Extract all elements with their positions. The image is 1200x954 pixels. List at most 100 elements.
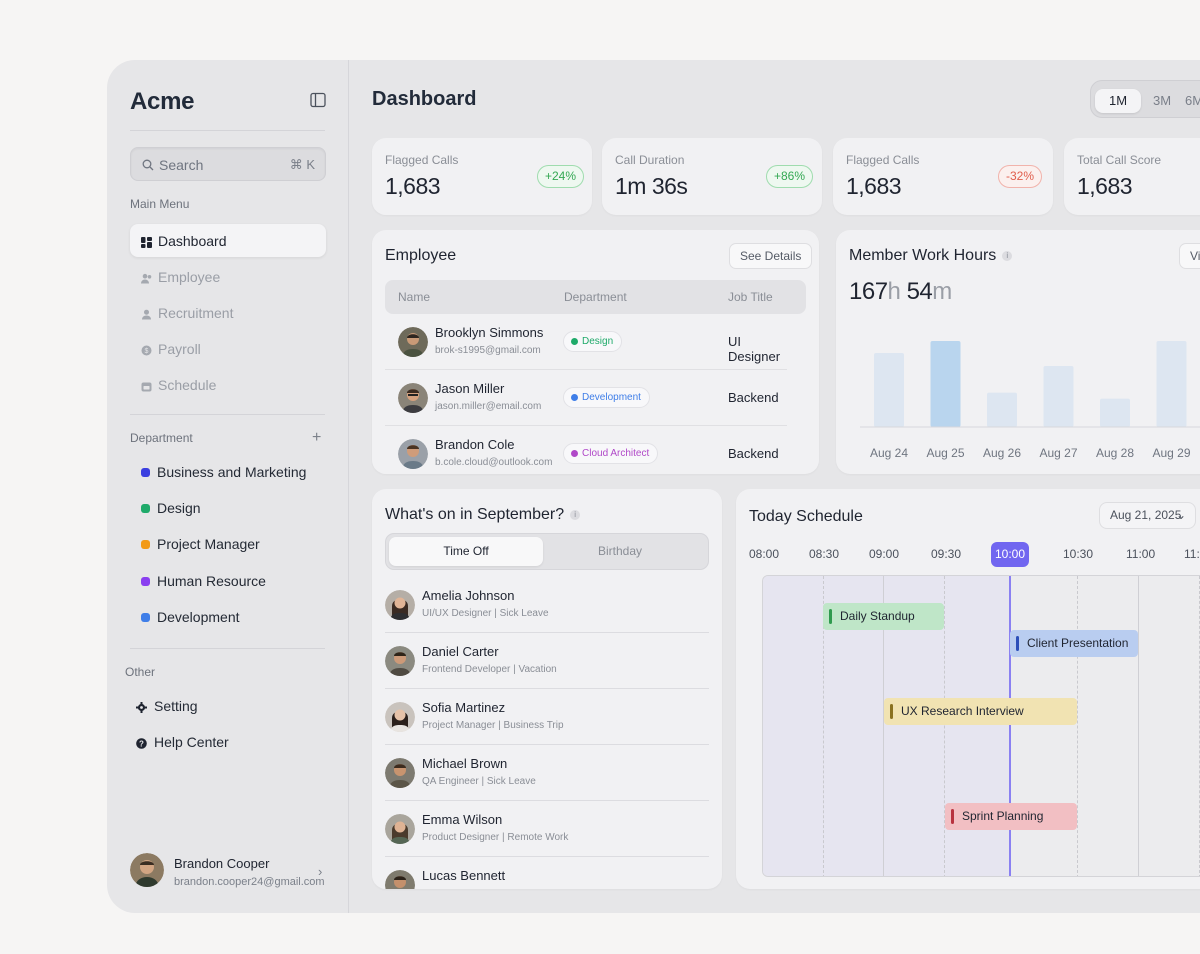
department-label: Business and Marketing <box>157 464 307 480</box>
list-item[interactable]: Sofia Martinez Project Manager | Busines… <box>385 689 709 745</box>
range-option-6m[interactable]: 6M <box>1184 93 1200 108</box>
schedule-title: Today Schedule <box>749 508 863 525</box>
sidebar-toggle-icon[interactable] <box>309 91 327 109</box>
user-email: brandon.cooper24@gmail.com <box>174 876 325 888</box>
user-profile[interactable]: Brandon Cooper brandon.cooper24@gmail.co… <box>130 853 330 893</box>
list-item[interactable]: Michael Brown QA Engineer | Sick Leave <box>385 745 709 801</box>
nav-item-schedule[interactable]: Schedule <box>130 368 326 401</box>
grid-line <box>1138 576 1139 876</box>
column-header: Job Title <box>728 290 773 304</box>
event-label: Sprint Planning <box>962 809 1044 823</box>
info-icon[interactable]: i <box>1002 250 1013 261</box>
department-tag: Development <box>563 387 650 408</box>
department-item[interactable]: Project Manager <box>130 530 326 558</box>
view-button[interactable]: Vi <box>1179 243 1200 269</box>
search-shortcut: ⌘ K <box>289 157 315 172</box>
user-icon <box>141 307 152 320</box>
table-row[interactable]: Brooklyn Simmons brok-s1995@gmail.com De… <box>385 314 787 370</box>
hours-unit: h <box>887 278 901 305</box>
work-hours-card: Member Work Hours i Vi 167h 54m Aug 24 Aug… <box>836 230 1200 474</box>
time-label: 11:00 <box>1126 547 1156 561</box>
person-detail: Project Manager | Business Trip <box>422 720 564 731</box>
tab-birthday[interactable]: Birthday <box>597 544 643 558</box>
search-input[interactable]: Search ⌘ K <box>130 147 326 181</box>
employee-card: Employee See Details Name Department Job… <box>372 230 819 474</box>
main-menu-label: Main Menu <box>130 197 190 211</box>
department-color-dot <box>141 577 150 586</box>
range-option-1m[interactable]: 1M <box>1095 89 1141 113</box>
stat-value: 1,683 <box>385 173 441 199</box>
stat-label: Flagged Calls <box>385 153 459 167</box>
job-title: Backend <box>728 446 779 461</box>
divider <box>130 130 325 131</box>
nav-item-recruitment[interactable]: Recruitment <box>130 296 326 329</box>
list-item[interactable]: Emma Wilson Product Designer | Remote Wo… <box>385 801 709 857</box>
calendar-icon <box>141 379 152 392</box>
nav-item-help-center[interactable]: ? Help Center <box>130 728 326 756</box>
schedule-event[interactable]: Sprint Planning <box>945 803 1077 830</box>
schedule-event[interactable]: UX Research Interview <box>884 698 1077 725</box>
department-item[interactable]: Business and Marketing <box>130 458 326 486</box>
nav-item-setting[interactable]: Setting <box>130 692 326 720</box>
tab-time-off[interactable]: Time Off <box>389 537 543 566</box>
person-name: Daniel Carter <box>422 644 499 659</box>
time-label: 09:30 <box>931 547 962 561</box>
list-item[interactable]: Amelia Johnson UI/UX Designer | Sick Lea… <box>385 577 709 633</box>
see-details-button[interactable]: See Details <box>729 243 813 269</box>
department-tag-label: Cloud Architect <box>582 448 650 459</box>
chevron-down-icon: ⌄ <box>1175 508 1186 522</box>
department-item[interactable]: Development <box>130 603 326 631</box>
svg-text:$: $ <box>145 348 149 355</box>
nav-label: Employee <box>158 269 221 285</box>
bar-aug-26[interactable] <box>987 392 1017 427</box>
department-label: Project Manager <box>157 536 260 552</box>
bar-aug-29[interactable] <box>1156 341 1187 427</box>
nav-item-dashboard[interactable]: Dashboard <box>130 224 326 257</box>
x-tick-label: Aug 26 <box>983 446 1021 460</box>
avatar <box>385 702 415 732</box>
bar-aug-25[interactable] <box>930 341 961 427</box>
department-tag-label: Development <box>582 392 641 403</box>
divider <box>130 414 325 415</box>
avatar <box>385 758 415 788</box>
bar-aug-24[interactable] <box>874 353 904 427</box>
employee-card-title: Employee <box>385 247 457 264</box>
date-picker[interactable]: Aug 21, 2025 ⌄ <box>1099 502 1196 529</box>
table-row[interactable]: Jason Miller jason.miller@email.com Deve… <box>385 370 787 426</box>
stat-card: Call Duration 1m 36s +86% <box>602 138 822 215</box>
time-label: 08:30 <box>809 547 840 561</box>
list-item[interactable]: Daniel Carter Frontend Developer | Vacat… <box>385 633 709 689</box>
bar-aug-28[interactable] <box>1100 398 1130 427</box>
current-time-line <box>1009 576 1011 876</box>
add-department-icon[interactable]: + <box>312 429 322 446</box>
bar-aug-27[interactable] <box>1043 365 1074 427</box>
job-title: UI Designer <box>728 334 781 364</box>
nav-item-payroll[interactable]: $ Payroll <box>130 332 326 365</box>
september-title: What's on in September? i <box>385 506 581 524</box>
nav-item-employee[interactable]: Employee <box>130 260 326 293</box>
info-icon[interactable]: i <box>570 509 581 520</box>
range-selector: 1M 3M 6M <box>1090 80 1200 118</box>
schedule-event[interactable]: Daily Standup <box>823 603 944 630</box>
range-option-3m[interactable]: 3M <box>1152 93 1172 108</box>
trend-badge: -32% <box>998 165 1043 188</box>
user-name: Brandon Cooper <box>174 856 270 871</box>
nav-label: Setting <box>154 698 198 714</box>
september-card: What's on in September? i Time Off Birthd… <box>372 489 722 889</box>
trend-badge: +86% <box>766 165 814 188</box>
grid-icon <box>141 235 152 248</box>
divider <box>130 648 325 649</box>
stat-card: Total Call Score 1,683 <box>1064 138 1200 215</box>
segment-control: Time Off Birthday <box>385 533 709 570</box>
schedule-event[interactable]: Client Presentation <box>1010 630 1138 657</box>
table-row[interactable]: Brandon Cole b.cole.cloud@outlook.com Cl… <box>385 426 787 474</box>
time-label: 10:30 <box>1063 547 1094 561</box>
department-tag: Cloud Architect <box>563 443 659 464</box>
list-item[interactable]: Lucas Bennett <box>385 857 709 889</box>
department-color-dot <box>141 540 150 549</box>
employee-name: Brooklyn Simmons <box>435 325 544 340</box>
gear-icon <box>136 700 147 713</box>
x-tick-label: Aug 24 <box>870 446 908 460</box>
department-item[interactable]: Design <box>130 494 326 522</box>
department-item[interactable]: Human Resource <box>130 567 326 595</box>
